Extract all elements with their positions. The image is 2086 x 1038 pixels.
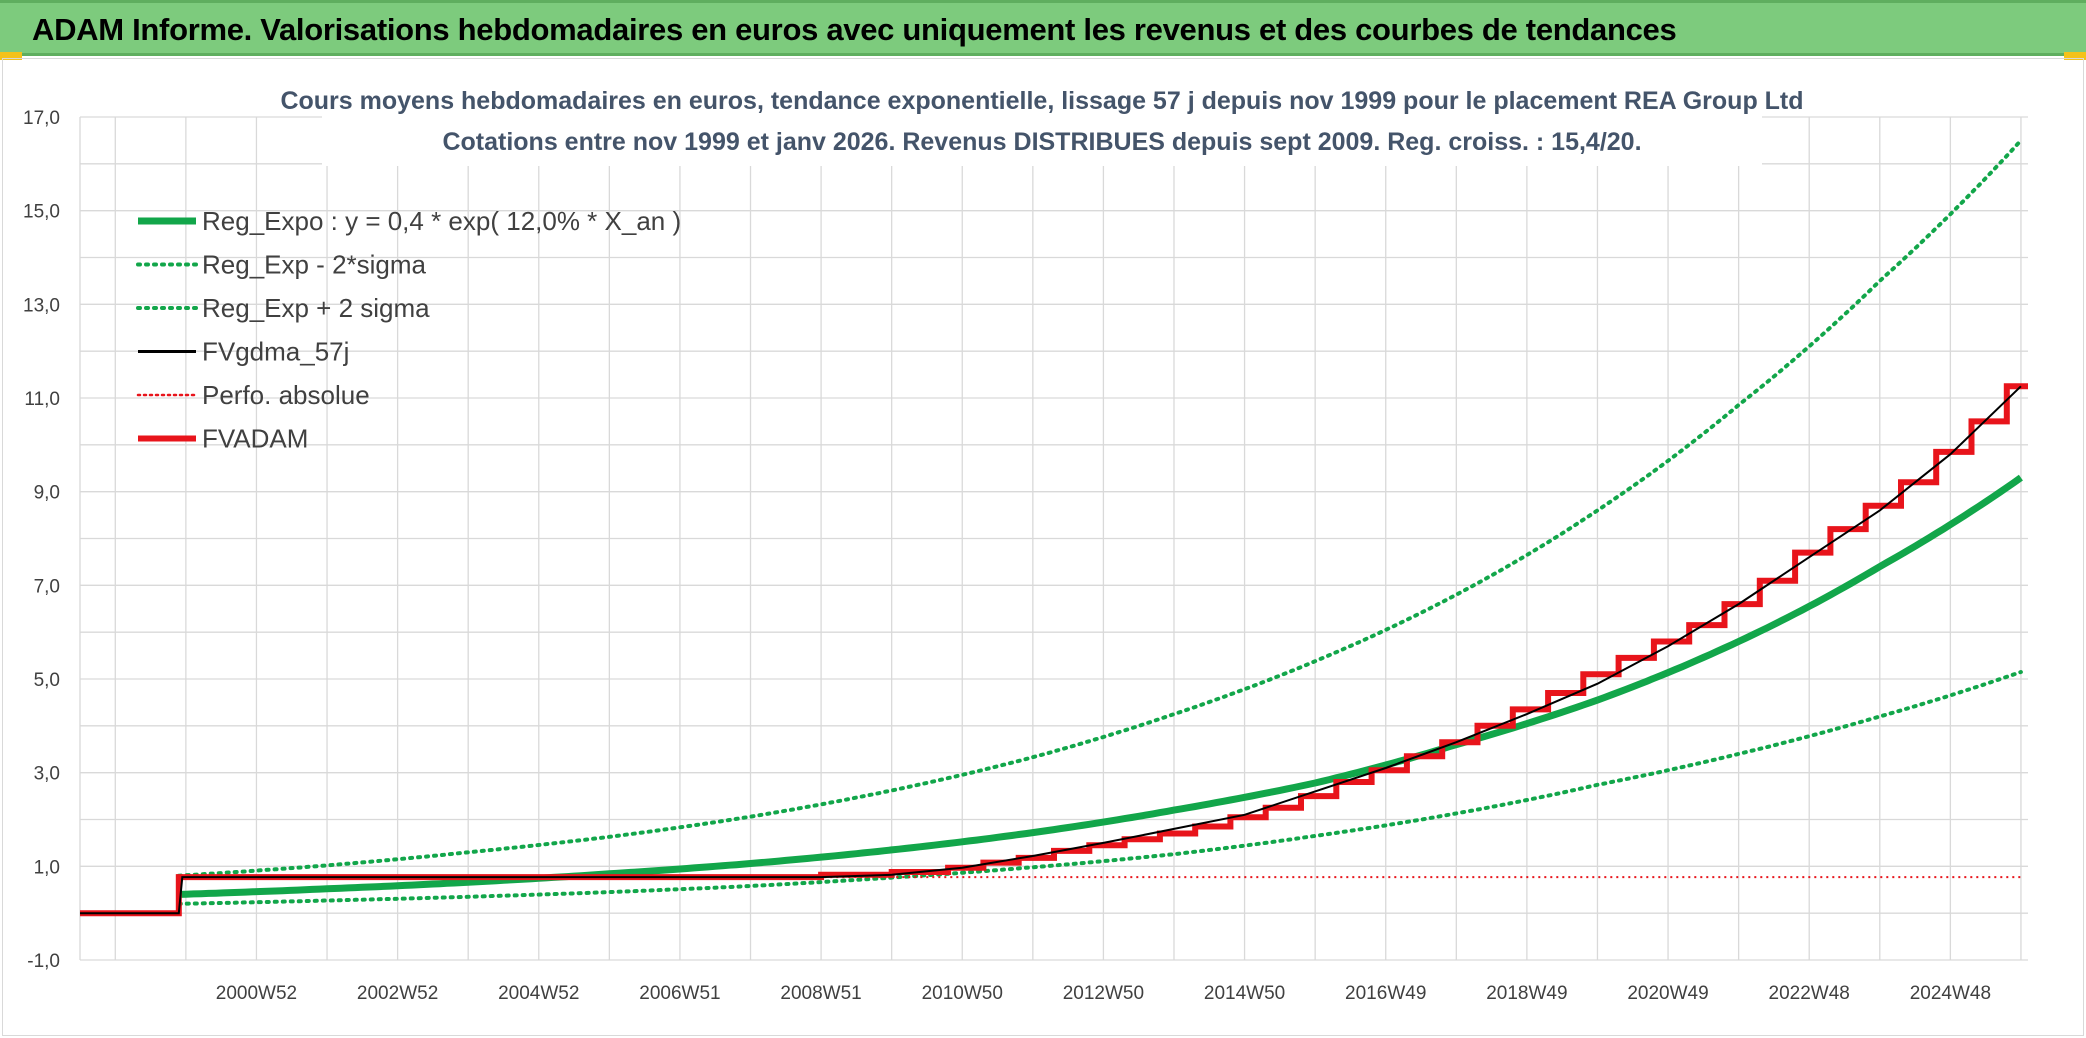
series-layer — [80, 138, 2028, 917]
report-banner: ADAM Informe. Valorisations hebdomadaire… — [0, 0, 2086, 56]
legend-label: FVgdma_57j — [202, 337, 349, 367]
y-tick-label: 11,0 — [24, 389, 60, 410]
y-tick-label: 7,0 — [34, 576, 60, 597]
report-title: ADAM Informe. Valorisations hebdomadaire… — [32, 12, 1677, 47]
y-tick-label: 15,0 — [23, 202, 60, 223]
y-tick-label: 5,0 — [34, 670, 60, 691]
legend-label: Reg_Exp - 2*sigma — [202, 250, 427, 280]
x-tick-label: 2002W52 — [357, 983, 438, 1004]
series-reg-exp-minus-2sigma — [176, 670, 2023, 906]
legend-label: Perfo. absolue — [202, 380, 370, 410]
x-tick-label: 2014W50 — [1204, 983, 1285, 1004]
series-reg-expo — [178, 474, 2023, 898]
legend-label: Reg_Expo : y = 0,4 * exp( 12,0% * X_an ) — [202, 206, 681, 236]
y-tick-label: 17,0 — [23, 108, 60, 129]
title-backdrop — [322, 76, 1762, 166]
x-tick-label: 2022W48 — [1769, 983, 1850, 1004]
axes: -1,0 1,0 3,0 5,0 7,0 9,0 11,0 13,0 15,0 17,0 2000W… — [23, 108, 1991, 1004]
y-tick-label: 1,0 — [34, 857, 60, 878]
x-tick-label: 2008W51 — [780, 983, 861, 1004]
y-tick-label: -1,0 — [27, 951, 60, 972]
corner-accent-right — [2064, 52, 2086, 60]
y-tick-label: 3,0 — [34, 764, 60, 785]
x-tick-label: 2004W52 — [498, 983, 579, 1004]
series-reg-exp-plus-2sigma — [176, 138, 2023, 878]
x-tick-label: 2016W49 — [1345, 983, 1426, 1004]
y-tick-label: 13,0 — [23, 295, 60, 316]
chart-subtitle: Cotations entre nov 1999 et janv 2026. R… — [442, 128, 1641, 156]
chart-title: Cours moyens hebdomadaires en euros, ten… — [280, 87, 1803, 115]
x-tick-label: 2024W48 — [1910, 983, 1991, 1004]
series-fvadam — [80, 383, 2028, 917]
x-tick-label: 2012W50 — [1063, 983, 1144, 1004]
x-tick-label: 2006W51 — [639, 983, 720, 1004]
x-tick-label: 2000W52 — [216, 983, 297, 1004]
legend: Reg_Expo : y = 0,4 * exp( 12,0% * X_an )… — [136, 206, 681, 454]
corner-accent-left — [0, 52, 22, 60]
chart-frame — [2, 58, 2084, 1036]
legend-label: Reg_Exp + 2 sigma — [202, 293, 430, 323]
series-fvgdma-57j — [80, 385, 2022, 915]
x-tick-label: 2010W50 — [922, 983, 1003, 1004]
grid — [79, 116, 2028, 961]
x-tick-label: 2018W49 — [1486, 983, 1567, 1004]
y-tick-label: 9,0 — [34, 483, 60, 504]
legend-label: FVADAM — [202, 424, 308, 454]
x-tick-label: 2020W49 — [1627, 983, 1708, 1004]
